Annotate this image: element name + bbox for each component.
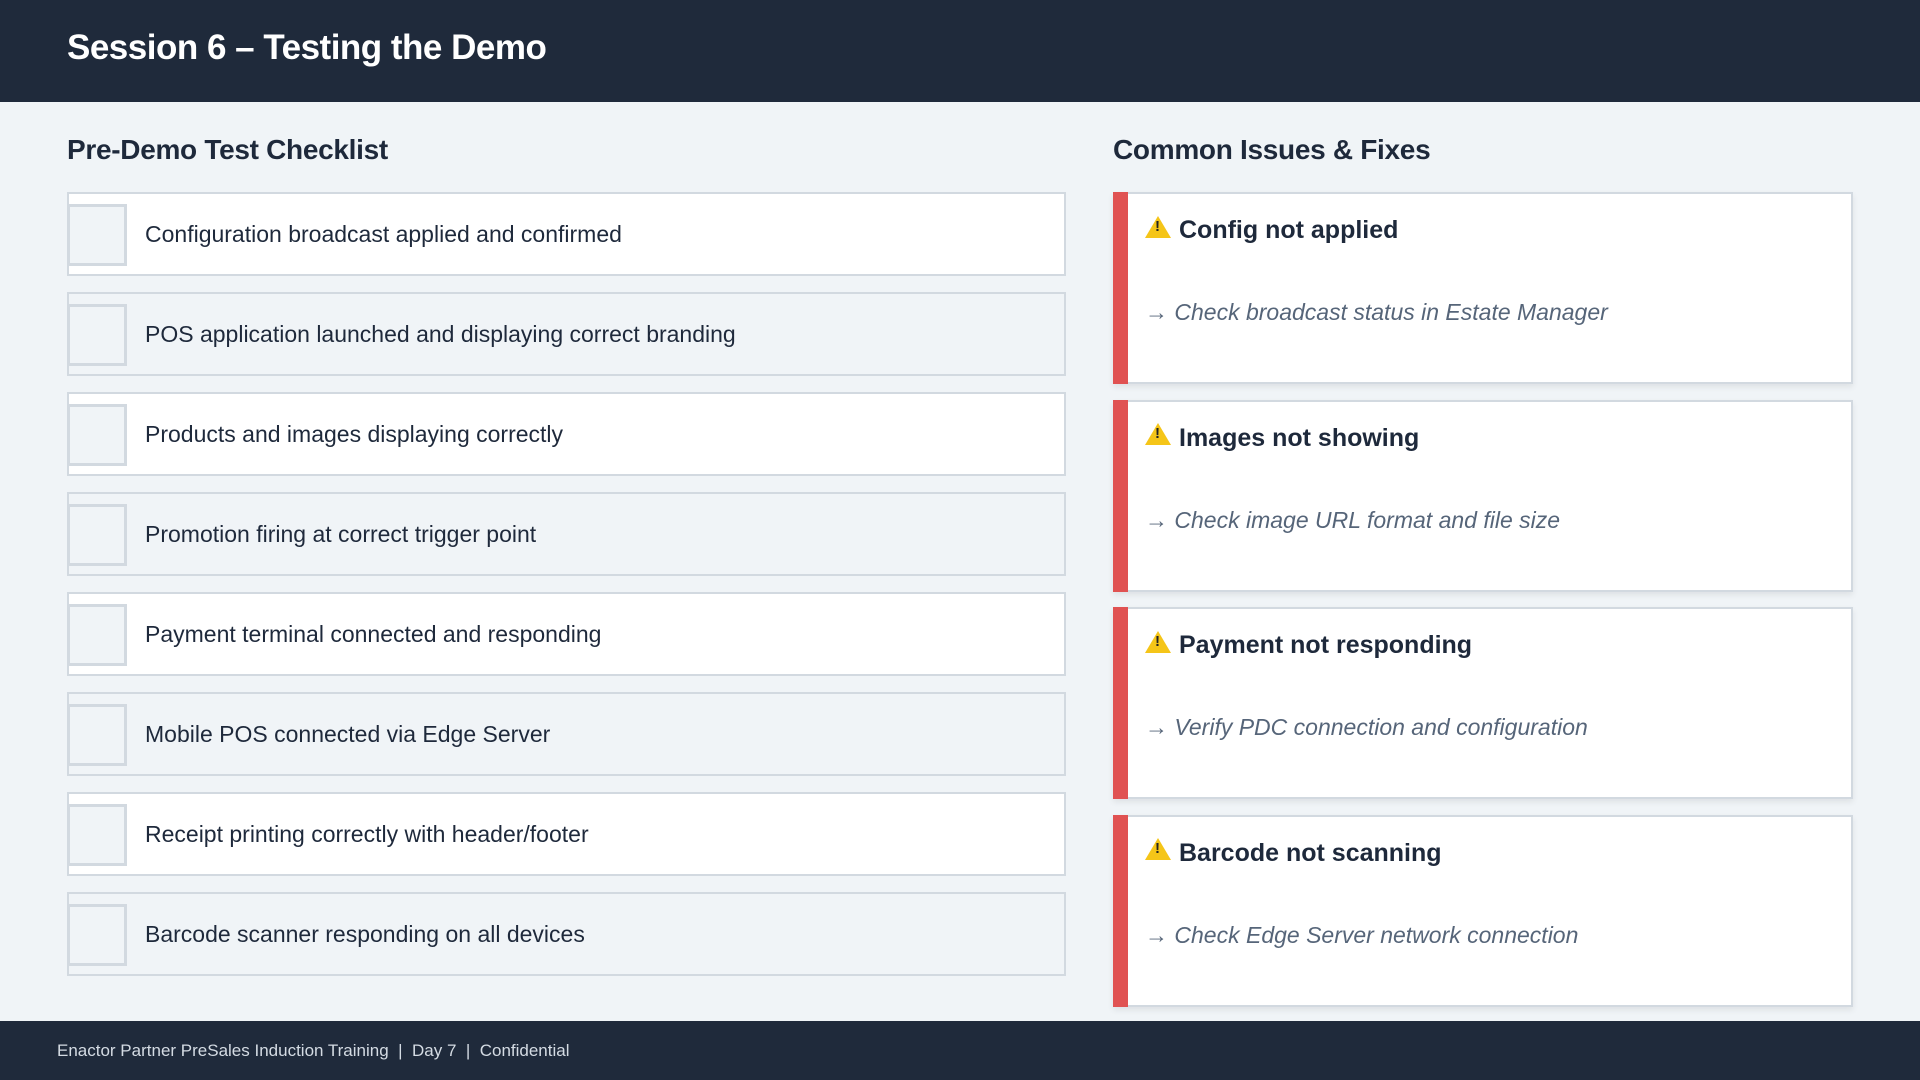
issue-accent-bar <box>1113 399 1128 592</box>
issue-accent-bar <box>1113 814 1128 1007</box>
checkbox[interactable] <box>67 404 127 466</box>
issue-card: ! Images not showing → Check image URL f… <box>1113 399 1853 592</box>
checklist-item-label: Configuration broadcast applied and conf… <box>145 220 622 247</box>
checkbox[interactable] <box>67 804 127 866</box>
issues-title: Common Issues & Fixes <box>1113 134 1431 165</box>
checkbox[interactable] <box>67 304 127 366</box>
warning-icon: ! <box>1145 630 1171 653</box>
checkbox[interactable] <box>67 504 127 566</box>
checklist-item: Barcode scanner responding on all device… <box>67 892 1066 976</box>
issue-title: Barcode not scanning <box>1179 838 1442 867</box>
checklist-item: Payment terminal connected and respondin… <box>67 592 1066 676</box>
checklist-item: POS application launched and displaying … <box>67 292 1066 376</box>
warning-icon: ! <box>1145 215 1171 238</box>
issue-card: ! Payment not responding → Verify PDC co… <box>1113 607 1853 799</box>
issue-title: Config not applied <box>1179 216 1399 244</box>
checklist-item-label: Payment terminal connected and respondin… <box>145 620 602 647</box>
checklist-item-label: Promotion firing at correct trigger poin… <box>145 520 537 547</box>
checklist-item: Promotion firing at correct trigger poin… <box>67 492 1066 576</box>
footer-text: Enactor Partner PreSales Induction Train… <box>57 1041 570 1060</box>
page-title: Session 6 – Testing the Demo <box>67 28 547 67</box>
issue-card: ! Config not applied → Check broadcast s… <box>1113 192 1853 384</box>
issue-fix: → Check broadcast status in Estate Manag… <box>1145 299 1608 325</box>
footer-bar: Enactor Partner PreSales Induction Train… <box>0 1021 1920 1080</box>
checklist-item: Products and images displaying correctly <box>67 392 1066 476</box>
checkbox[interactable] <box>67 704 127 766</box>
checklist-item: Mobile POS connected via Edge Server <box>67 692 1066 776</box>
issue-accent-bar <box>1113 192 1128 384</box>
checkbox[interactable] <box>67 604 127 666</box>
checklist-item-label: Mobile POS connected via Edge Server <box>145 720 551 747</box>
header-bar: Session 6 – Testing the Demo <box>0 0 1920 102</box>
checklist-item-label: Receipt printing correctly with header/f… <box>145 820 589 847</box>
checklist-item-label: POS application launched and displaying … <box>145 320 736 347</box>
checkbox[interactable] <box>67 904 127 966</box>
issue-fix: → Check image URL format and file size <box>1145 506 1561 533</box>
checklist-item-label: Products and images displaying correctly <box>145 420 564 447</box>
issue-title: Images not showing <box>1179 423 1420 452</box>
warning-icon: ! <box>1145 423 1171 445</box>
checklist-item: Configuration broadcast applied and conf… <box>67 192 1066 276</box>
issue-accent-bar <box>1113 607 1128 799</box>
issue-fix: → Verify PDC connection and configuratio… <box>1145 714 1588 740</box>
checklist-item-label: Barcode scanner responding on all device… <box>145 920 585 947</box>
issue-title: Payment not responding <box>1179 631 1473 659</box>
warning-icon: ! <box>1145 838 1171 860</box>
checklist-title: Pre-Demo Test Checklist <box>67 134 388 165</box>
issue-fix: → Check Edge Server network connection <box>1145 921 1579 948</box>
checkbox[interactable] <box>67 204 127 266</box>
issue-card: ! Barcode not scanning → Check Edge Serv… <box>1113 814 1853 1007</box>
checklist-item: Receipt printing correctly with header/f… <box>67 792 1066 876</box>
